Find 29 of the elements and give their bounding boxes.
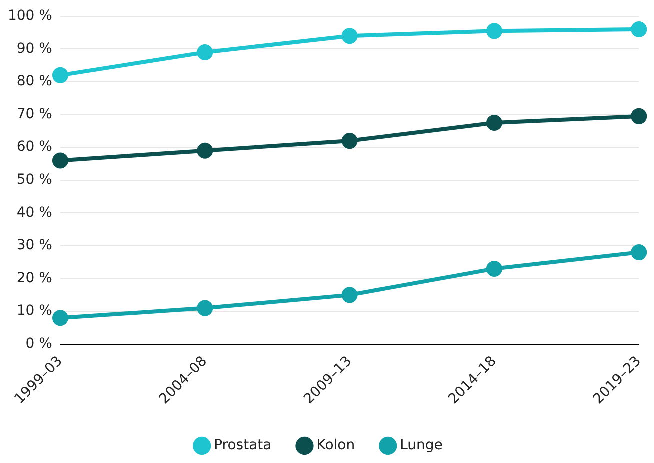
y-tick-label: 100 % (8, 8, 52, 24)
point (631, 108, 648, 124)
y-tick-label: 50 % (16, 172, 52, 188)
y-tick-label: 20 % (16, 270, 52, 286)
point (197, 300, 214, 316)
y-tick-label: 0 % (26, 336, 52, 352)
point (52, 152, 68, 169)
point (486, 260, 502, 277)
point (52, 310, 68, 326)
legend-label: Prostata (214, 438, 272, 454)
y-tick-label: 60 % (16, 139, 52, 156)
point (197, 142, 214, 159)
y-tick-label: 90 % (16, 40, 52, 57)
point (52, 67, 68, 84)
y-tick-label: 30 % (16, 238, 52, 254)
legend-label: Lunge (400, 438, 443, 454)
point (486, 23, 502, 40)
point (631, 22, 648, 38)
y-tick-label: 80 % (16, 74, 52, 90)
point (631, 244, 648, 261)
y-tick-label: 40 % (16, 204, 52, 221)
legend-label: Kolon (316, 438, 356, 454)
y-tick-label: 70 % (16, 106, 52, 122)
point (342, 28, 358, 44)
point (342, 133, 358, 150)
y-tick-label: 10 % (16, 303, 52, 320)
point (342, 287, 358, 304)
point (486, 114, 502, 131)
point (197, 44, 214, 60)
